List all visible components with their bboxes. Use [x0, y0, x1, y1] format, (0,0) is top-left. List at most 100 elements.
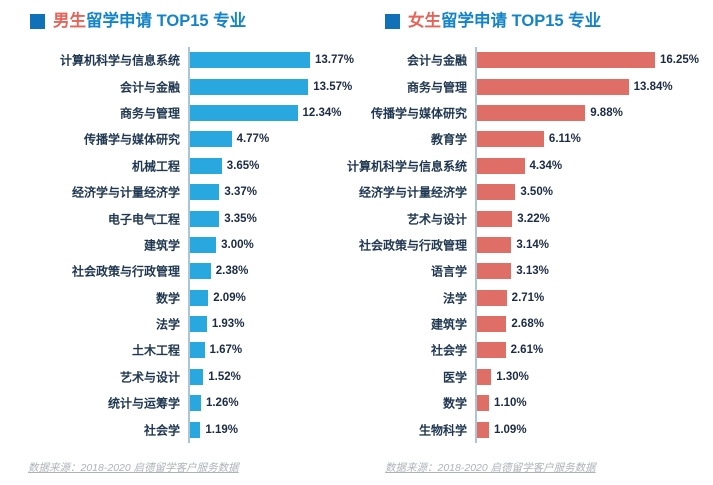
- bar-track: 13.84%: [475, 73, 713, 100]
- bar: [477, 52, 655, 69]
- category-label-text: 艺术与设计: [406, 212, 467, 227]
- bar-track: 13.77%: [188, 47, 356, 74]
- category-label-text: 社会政策与行政管理: [358, 238, 467, 253]
- value-label: 3.13%: [516, 265, 549, 278]
- value-label: 1.26%: [205, 397, 239, 410]
- bar-track: 2.71%: [475, 284, 713, 311]
- bar: [190, 368, 204, 385]
- bar-row: 传播学与媒体研究 4.77%: [0, 126, 356, 153]
- bar-row: 数学 2.09%: [0, 284, 356, 311]
- category-label: 医学: [356, 364, 475, 390]
- bar-row: 经济学与计量经济学 3.50%: [356, 178, 713, 206]
- bar-row: 艺术与设计 1.52%: [0, 363, 356, 391]
- category-label: 经济学与计量经济学: [0, 179, 188, 205]
- female-chart-title-text: 女生留学申请 TOP15 专业: [408, 11, 601, 31]
- category-label-text: 建筑学: [430, 317, 467, 332]
- category-label-text: 社会学: [430, 343, 467, 358]
- bar-row: 医学 1.30%: [356, 363, 713, 391]
- category-label-text: 社会政策与行政管理: [71, 264, 180, 279]
- category-label: 电子电气工程: [0, 205, 188, 231]
- category-label-text: 经济学与计量经济学: [358, 185, 467, 200]
- female-chart-title: 女生留学申请 TOP15 专业: [385, 11, 713, 31]
- category-label-text: 建筑学: [143, 238, 180, 253]
- bar-row: 社会政策与行政管理 2.38%: [0, 258, 356, 285]
- bar: [190, 395, 201, 412]
- category-label: 艺术与设计: [356, 205, 475, 231]
- bar-track: 1.10%: [475, 390, 713, 417]
- bar: [477, 395, 490, 412]
- bar: [477, 263, 512, 280]
- bar-track: 2.38%: [188, 258, 356, 285]
- bar-track: 1.93%: [188, 310, 356, 338]
- bar: [190, 78, 309, 95]
- bar-row: 语言学 3.13%: [356, 258, 713, 285]
- value-label: 3.50%: [520, 186, 553, 199]
- male-title-highlight: 男生: [53, 12, 86, 30]
- category-label-text: 机械工程: [131, 159, 180, 174]
- category-label-text: 电子电气工程: [107, 212, 180, 227]
- male-title-rest: 留学申请 TOP15 专业: [86, 12, 247, 30]
- bar-track: 3.00%: [188, 231, 356, 259]
- category-label: 法学: [356, 285, 475, 311]
- bar: [190, 210, 220, 227]
- bar-row: 建筑学 2.68%: [356, 310, 713, 338]
- category-label: 教育学: [356, 126, 475, 152]
- bar-row: 法学 2.71%: [356, 284, 713, 311]
- bar: [190, 316, 207, 333]
- bar-track: 3.65%: [188, 152, 356, 179]
- bar-track: 2.61%: [475, 337, 713, 364]
- bar: [190, 263, 211, 280]
- bar-track: 3.14%: [475, 231, 713, 259]
- bar-row: 艺术与设计 3.22%: [356, 205, 713, 232]
- bar: [477, 210, 513, 227]
- category-label: 机械工程: [0, 153, 188, 179]
- bar-row: 生物科学 1.09%: [356, 416, 713, 443]
- value-label: 1.09%: [493, 423, 527, 436]
- category-label: 建筑学: [356, 311, 475, 337]
- bar-row: 电子电气工程 3.35%: [0, 205, 356, 232]
- bar-track: 2.68%: [475, 310, 713, 338]
- female-bars-area: 会计与金融 16.25% 商务与管理 13.84% 传播学与媒体研究 9.88% 教育学 6.…: [347, 47, 713, 443]
- value-label: 12.34%: [302, 106, 342, 119]
- bar-track: 9.88%: [475, 99, 713, 127]
- title-square-icon: [385, 13, 400, 29]
- value-label: 3.35%: [224, 212, 257, 225]
- bar-row: 教育学 6.11%: [356, 126, 713, 153]
- category-label: 法学: [0, 311, 188, 337]
- bar: [477, 236, 512, 253]
- value-label: 3.37%: [224, 186, 257, 199]
- category-label-text: 法学: [155, 317, 180, 332]
- category-label: 语言学: [356, 258, 475, 284]
- bar-row: 传播学与媒体研究 9.88%: [356, 99, 713, 127]
- value-label: 3.65%: [226, 159, 260, 172]
- male-source-note: 数据来源：2018-2020 启德留学客户服务数据: [28, 461, 239, 474]
- bar: [477, 421, 489, 438]
- value-label: 2.68%: [511, 318, 544, 331]
- value-label: 1.10%: [494, 397, 527, 410]
- bar-track: 1.09%: [475, 416, 713, 443]
- category-label: 传播学与媒体研究: [0, 126, 188, 152]
- bar-track: 3.37%: [188, 178, 356, 206]
- bar: [477, 184, 516, 201]
- category-label: 土木工程: [0, 337, 188, 363]
- bar-track: 3.50%: [475, 178, 713, 206]
- bar-track: 4.34%: [475, 152, 713, 179]
- bar-row: 社会政策与行政管理 3.14%: [356, 231, 713, 259]
- female-title-rest: 留学申请 TOP15 专业: [441, 12, 602, 30]
- value-label: 4.77%: [236, 133, 270, 146]
- category-label-text: 经济学与计量经济学: [71, 185, 180, 200]
- female-source-note: 数据来源：2018-2020 启德留学客户服务数据: [385, 461, 596, 474]
- value-label: 1.67%: [209, 344, 243, 357]
- value-label: 2.61%: [510, 344, 544, 357]
- category-label-text: 传播学与媒体研究: [370, 106, 467, 121]
- bar-track: 3.13%: [475, 258, 713, 285]
- category-label-text: 数学: [442, 396, 467, 411]
- category-label: 计算机科学与信息系统: [0, 47, 188, 73]
- value-label: 9.88%: [590, 106, 623, 119]
- bar: [477, 342, 506, 359]
- category-label-text: 医学: [442, 370, 467, 385]
- bar-row: 计算机科学与信息系统 13.77%: [0, 47, 356, 74]
- category-label-text: 计算机科学与信息系统: [346, 159, 467, 174]
- category-label: 数学: [0, 285, 188, 311]
